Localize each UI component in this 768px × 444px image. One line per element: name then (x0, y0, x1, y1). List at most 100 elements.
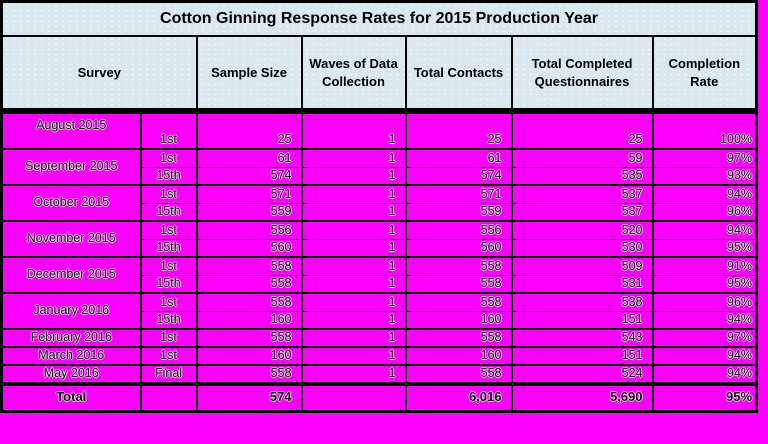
sample-size-cell: 556 (195, 220, 303, 239)
total-contacts-cell: 559 (404, 202, 513, 221)
sample-size-cell: 558 (195, 256, 303, 275)
total-total-completed-questionnaires-cell: 5,690 (510, 382, 654, 413)
table-row: February 2016 1st 558 1 558 543 97% (0, 328, 758, 347)
waves-of-data-collection-cell: 1 (300, 220, 407, 239)
total-contacts-cell: 558 (404, 364, 513, 384)
sample-size-cell: 558 (195, 292, 303, 311)
waves-of-data-collection-cell: 1 (300, 184, 407, 203)
completion-rate-cell: 96% (651, 202, 758, 221)
total-completed-questionnaires-cell: 535 (510, 166, 654, 185)
col-header-total-contacts: Total Contacts (404, 36, 513, 114)
sample-size-cell: 574 (195, 166, 303, 185)
total-contacts-cell: 571 (404, 184, 513, 203)
sample-size-cell: 558 (195, 274, 303, 293)
total-completed-questionnaires-cell: 531 (510, 274, 654, 293)
completion-rate-cell: 94% (651, 364, 758, 384)
col-header-waves-of-data-collection: Waves of Data Collection (300, 36, 407, 114)
total-contacts-cell: 61 (404, 148, 513, 167)
col-header-survey: Survey (0, 36, 198, 114)
total-completed-questionnaires-cell: 509 (510, 256, 654, 275)
survey-month-cell: May 2016 (0, 364, 142, 384)
sample-size-cell: 61 (195, 148, 303, 167)
table-row: January 2016 1st 558 1 558 538 96% (0, 292, 758, 329)
total-contacts-cell: 160 (404, 310, 513, 329)
survey-month-cell: November 2015 (0, 220, 142, 257)
waves-of-data-collection-cell: 1 (300, 274, 407, 293)
waves-of-data-collection-cell: 1 (300, 110, 407, 149)
table-row: December 2015 1st 558 1 558 509 91% (0, 256, 758, 293)
survey-month-cell: March 2016 (0, 346, 142, 365)
completion-rate-cell: 94% (651, 220, 758, 239)
wave-cell: 15th (139, 238, 198, 257)
waves-of-data-collection-cell: 1 (300, 346, 407, 365)
total-contacts-cell: 556 (404, 220, 513, 239)
completion-rate-cell: 96% (651, 292, 758, 311)
completion-rate-cell: 95% (651, 238, 758, 257)
survey-month-cell: January 2016 (0, 292, 142, 329)
total-completed-questionnaires-cell: 151 (510, 346, 654, 365)
table-row: March 2016 1st 160 1 160 151 94% (0, 346, 758, 365)
wave-cell: 15th (139, 310, 198, 329)
wave-cell: 15th (139, 166, 198, 185)
waves-of-data-collection-cell: 1 (300, 310, 407, 329)
waves-of-data-collection-cell: 1 (300, 166, 407, 185)
table-row: May 2016 Final 558 1 558 524 94% (0, 364, 758, 384)
total-sample-size-cell: 574 (195, 382, 303, 413)
table-row: 15th 558 1 558 531 95% (2, 274, 758, 293)
total-total-contacts-cell: 6,016 (404, 382, 513, 413)
waves-of-data-collection-cell: 1 (300, 292, 407, 311)
wave-cell: 1st (139, 184, 198, 203)
survey-month-cell: October 2015 (0, 184, 142, 221)
wave-cell: Final (139, 364, 198, 384)
wave-cell: 1st (139, 220, 198, 239)
completion-rate-cell: 94% (651, 346, 758, 365)
col-header-total-completed-questionnaires: Total Completed Questionnaires (510, 36, 654, 114)
wave-cell: 1st (139, 148, 198, 167)
waves-of-data-collection-cell: 1 (300, 328, 407, 347)
sample-size-cell: 25 (195, 110, 303, 149)
total-row: Total 574 6,016 5,690 95% (0, 382, 758, 413)
total-completed-questionnaires-cell: 59 (510, 148, 654, 167)
col-header-completion-rate: Completion Rate (651, 36, 758, 114)
table-row: 15th 574 1 574 535 93% (2, 166, 758, 185)
table-row: August 2015 1st 25 1 25 25 100% (0, 110, 758, 149)
completion-rate-cell: 94% (651, 184, 758, 203)
total-completed-questionnaires-cell: 520 (510, 220, 654, 239)
total-completed-questionnaires-cell: 524 (510, 364, 654, 384)
total-waves-of-data-collection-cell (300, 382, 407, 413)
sample-size-cell: 559 (195, 202, 303, 221)
sample-size-cell: 571 (195, 184, 303, 203)
completion-rate-cell: 95% (651, 274, 758, 293)
completion-rate-cell: 100% (651, 110, 758, 149)
completion-rate-cell: 91% (651, 256, 758, 275)
total-contacts-cell: 160 (404, 346, 513, 365)
total-label-cell: Total (0, 382, 142, 413)
survey-month-cell: December 2015 (0, 256, 142, 293)
total-completed-questionnaires-cell: 530 (510, 238, 654, 257)
waves-of-data-collection-cell: 1 (300, 148, 407, 167)
survey-month-cell: August 2015 (0, 110, 142, 149)
header-row: Survey Sample Size Waves of Data Collect… (0, 36, 758, 114)
wave-cell: 1st (139, 110, 198, 149)
completion-rate-cell: 93% (651, 166, 758, 185)
wave-cell: 1st (139, 256, 198, 275)
survey-month-cell: February 2016 (0, 328, 142, 347)
wave-cell: 1st (139, 328, 198, 347)
title-row: Cotton Ginning Response Rates for 2015 P… (1, 1, 757, 37)
wave-cell: 1st (139, 292, 198, 311)
total-contacts-cell: 574 (404, 166, 513, 185)
total-contacts-cell: 558 (404, 328, 513, 347)
table-title: Cotton Ginning Response Rates for 2015 P… (1, 1, 757, 37)
table-row: 15th 560 1 560 530 95% (2, 238, 758, 257)
total-completed-questionnaires-cell: 25 (510, 110, 654, 149)
total-contacts-cell: 558 (404, 292, 513, 311)
total-completed-questionnaires-cell: 543 (510, 328, 654, 347)
total-completion-rate-cell: 95% (651, 382, 758, 413)
total-contacts-cell: 558 (404, 274, 513, 293)
completion-rate-cell: 97% (651, 328, 758, 347)
sample-size-cell: 558 (195, 364, 303, 384)
sample-size-cell: 160 (195, 346, 303, 365)
total-completed-questionnaires-cell: 537 (510, 202, 654, 221)
total-contacts-cell: 558 (404, 256, 513, 275)
